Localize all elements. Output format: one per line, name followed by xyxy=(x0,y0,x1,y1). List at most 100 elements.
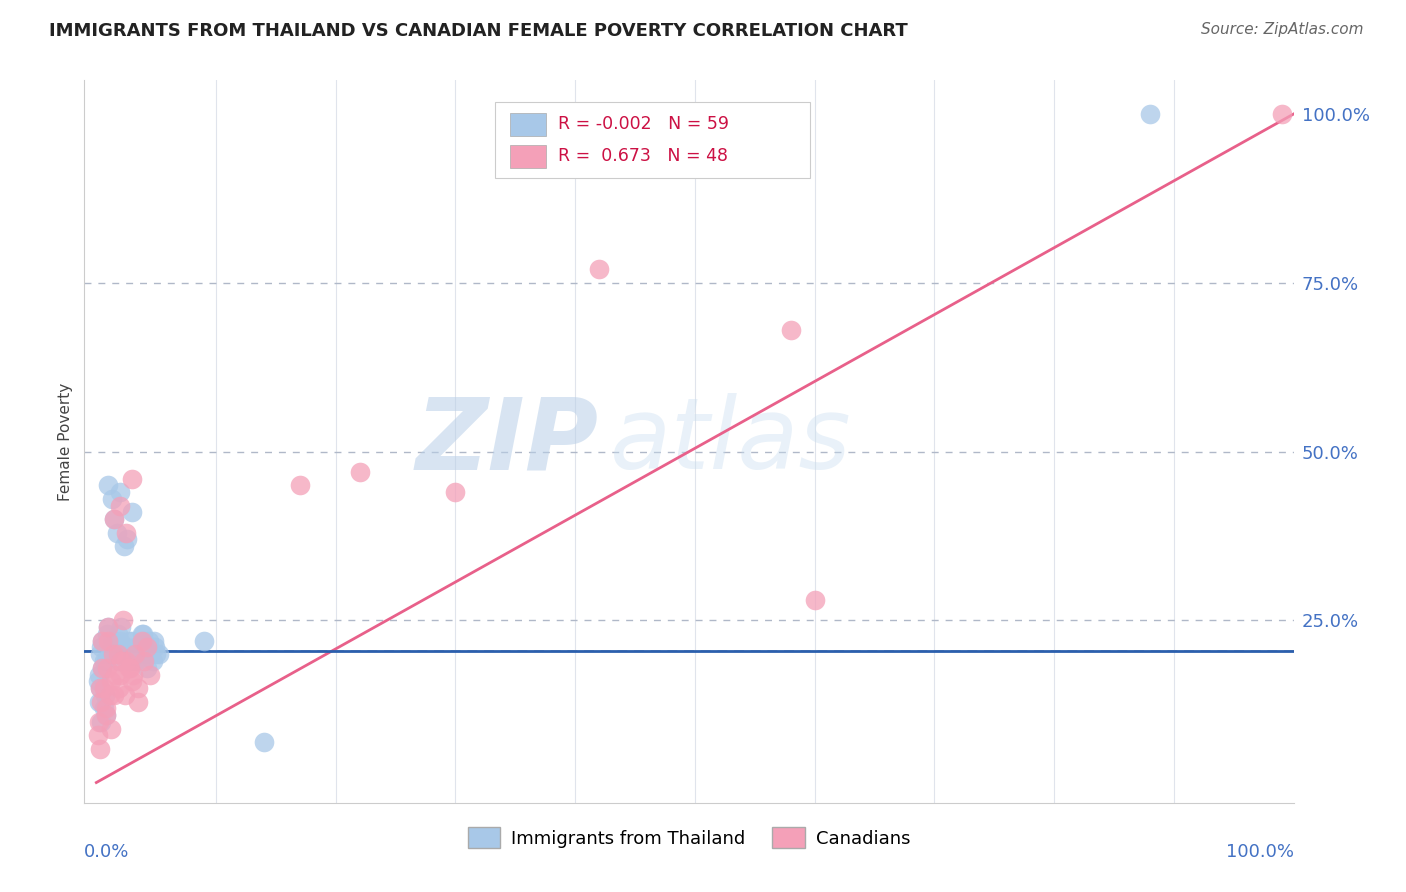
Point xyxy=(127,647,149,661)
Point xyxy=(89,681,111,695)
Point xyxy=(588,262,610,277)
Point xyxy=(1270,107,1292,121)
Point xyxy=(110,633,132,648)
FancyBboxPatch shape xyxy=(510,145,547,168)
Point xyxy=(127,681,149,695)
Point xyxy=(139,647,162,661)
Point xyxy=(118,633,141,648)
Point xyxy=(97,620,120,634)
Point xyxy=(131,633,153,648)
Point xyxy=(1139,107,1161,121)
Point xyxy=(100,722,122,736)
Point xyxy=(134,654,156,668)
Point xyxy=(115,654,138,668)
Point xyxy=(103,512,125,526)
Point xyxy=(121,472,143,486)
Point xyxy=(96,627,118,641)
Point xyxy=(118,661,141,675)
Point xyxy=(86,728,108,742)
Point xyxy=(94,701,117,715)
FancyBboxPatch shape xyxy=(510,112,547,136)
Point xyxy=(96,661,118,675)
Point xyxy=(127,694,149,708)
Point xyxy=(94,708,117,723)
Point xyxy=(104,667,127,681)
Point xyxy=(108,681,131,695)
Point xyxy=(134,647,156,661)
Point xyxy=(105,525,128,540)
Point xyxy=(124,640,146,655)
Point xyxy=(138,633,160,648)
Point xyxy=(110,499,132,513)
Point xyxy=(121,674,143,689)
Point xyxy=(107,647,129,661)
Point xyxy=(118,661,141,675)
Legend: Immigrants from Thailand, Canadians: Immigrants from Thailand, Canadians xyxy=(461,820,917,855)
Point xyxy=(110,654,132,668)
Point xyxy=(114,688,136,702)
Point xyxy=(193,633,215,648)
Text: R = -0.002   N = 59: R = -0.002 N = 59 xyxy=(558,115,730,133)
Text: ZIP: ZIP xyxy=(415,393,599,490)
Point xyxy=(121,505,143,519)
Point xyxy=(90,694,112,708)
Text: IMMIGRANTS FROM THAILAND VS CANADIAN FEMALE POVERTY CORRELATION CHART: IMMIGRANTS FROM THAILAND VS CANADIAN FEM… xyxy=(49,22,908,40)
FancyBboxPatch shape xyxy=(495,102,810,178)
Point xyxy=(101,647,124,661)
Point xyxy=(94,654,117,668)
Point xyxy=(93,701,115,715)
Point xyxy=(115,525,138,540)
Point xyxy=(89,681,111,695)
Point xyxy=(103,512,125,526)
Point xyxy=(93,681,115,695)
Point xyxy=(118,654,141,668)
Point xyxy=(444,485,467,500)
Point xyxy=(145,647,167,661)
Text: Source: ZipAtlas.com: Source: ZipAtlas.com xyxy=(1201,22,1364,37)
Point xyxy=(134,633,156,648)
Point xyxy=(132,627,155,641)
Point xyxy=(110,667,132,681)
Point xyxy=(115,640,138,655)
Point xyxy=(124,647,146,661)
Point xyxy=(253,735,276,749)
Point xyxy=(803,593,825,607)
Point xyxy=(142,633,165,648)
Point xyxy=(111,614,134,628)
Point xyxy=(349,465,371,479)
Y-axis label: Female Poverty: Female Poverty xyxy=(58,383,73,500)
Point xyxy=(111,647,134,661)
Point xyxy=(91,633,114,648)
Point xyxy=(112,539,135,553)
Point xyxy=(89,647,111,661)
Point xyxy=(90,640,112,655)
Point xyxy=(122,647,145,661)
Point xyxy=(91,661,114,675)
Point xyxy=(103,647,125,661)
Point xyxy=(779,323,801,337)
Point xyxy=(93,688,115,702)
Point xyxy=(87,667,110,681)
Point xyxy=(86,674,108,689)
Point xyxy=(131,627,153,641)
Point xyxy=(94,708,117,723)
Point xyxy=(87,714,110,729)
Point xyxy=(104,640,127,655)
Point xyxy=(100,640,122,655)
Point xyxy=(97,620,120,634)
Point xyxy=(103,688,125,702)
Point xyxy=(90,714,112,729)
Point xyxy=(91,633,114,648)
Point xyxy=(143,640,166,655)
Point xyxy=(128,640,150,655)
Point xyxy=(114,647,136,661)
Point xyxy=(98,647,121,661)
Point xyxy=(93,654,115,668)
Point xyxy=(110,485,132,500)
Point xyxy=(98,688,121,702)
Point xyxy=(97,478,120,492)
Text: 0.0%: 0.0% xyxy=(84,843,129,861)
Point xyxy=(288,478,311,492)
Text: R =  0.673   N = 48: R = 0.673 N = 48 xyxy=(558,147,728,165)
Point xyxy=(125,654,148,668)
